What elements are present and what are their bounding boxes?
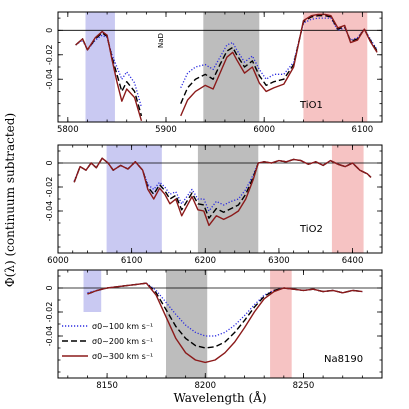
band-blue-na8190 (83, 270, 102, 312)
y-tick-label-na8190: 0 (45, 285, 54, 290)
x-tick-label-na8190: 8150 (96, 381, 118, 391)
x-tick-label-tio2: 6400 (342, 256, 364, 266)
figure-y-axis-label: Φ(λ) (continuum subtracted) (3, 113, 17, 287)
band-blue-tio1 (85, 12, 115, 122)
y-tick-label-tio2: -0.02 (45, 177, 54, 198)
x-tick-label-tio1: 6100 (352, 125, 374, 135)
panel-tio1: 5800 5900 6000 6100 0 -0.02 -0.04 TiO1 NaD (45, 11, 383, 135)
x-tick-label-tio2: 6100 (121, 256, 143, 266)
x-tick-label-na8190: 8250 (293, 381, 315, 391)
legend: σ0~100 km s⁻¹ σ0~200 km s⁻¹ σ0~300 km s⁻… (62, 322, 153, 361)
band-grey-tio2 (197, 145, 259, 253)
y-tick-label-tio1: -0.02 (45, 44, 54, 65)
panel-tio2: 6000 6100 6200 6300 6400 0 -0.02 -0.04 TiO2 (45, 144, 383, 266)
y-tick-label-na8190: -0.02 (45, 302, 54, 323)
legend-label-sigma200: σ0~200 km s⁻¹ (92, 337, 153, 346)
band-red-na8190 (270, 270, 292, 378)
x-tick-label-tio2: 6200 (194, 256, 216, 266)
y-tick-label-tio2: 0 (45, 160, 54, 165)
band-grey-tio1 (203, 12, 260, 122)
x-tick-label-tio1: 5800 (57, 125, 79, 135)
x-tick-label-tio2: 6000 (47, 256, 69, 266)
y-tick-label-na8190: -0.04 (45, 326, 54, 347)
series-line-tio1-2 (75, 13, 378, 121)
legend-label-sigma100: σ0~100 km s⁻¹ (92, 322, 153, 331)
y-tick-label-tio1: 0 (45, 28, 54, 33)
x-tick-label-tio2: 6300 (268, 256, 290, 266)
series-line-na8190-2 (87, 282, 363, 364)
series-line-tio2-2 (73, 157, 372, 227)
panel-label-na8190: Na8190 (324, 354, 363, 365)
nad-annotation: NaD (157, 33, 165, 48)
y-tick-label-tio2: -0.04 (45, 201, 54, 222)
x-tick-label-tio1: 5900 (155, 125, 177, 135)
legend-label-sigma300: σ0~300 km s⁻¹ (92, 352, 153, 361)
x-tick-label-na8190: 8200 (194, 381, 216, 391)
panel-na8190: 8150 8200 8250 0 -0.02 -0.04 Na8190 (45, 269, 383, 391)
band-red-tio2 (331, 145, 364, 253)
x-tick-label-tio1: 6000 (253, 125, 275, 135)
y-tick-label-tio1: -0.04 (45, 69, 54, 90)
figure-x-axis-label: Wavelength (Å) (173, 390, 266, 405)
panel-label-tio1: TiO1 (299, 100, 323, 111)
panel-label-tio2: TiO2 (299, 224, 323, 235)
